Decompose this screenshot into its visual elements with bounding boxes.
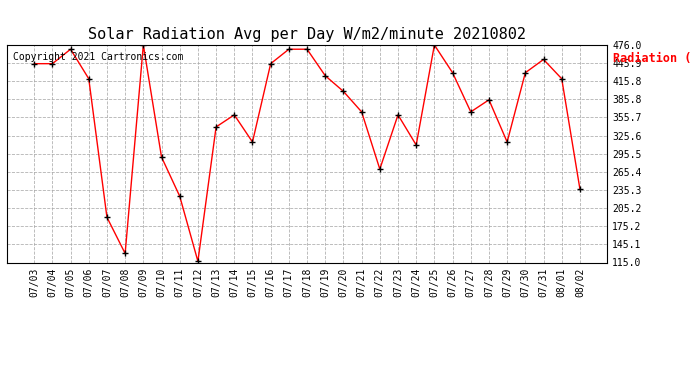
- Text: Copyright 2021 Cartronics.com: Copyright 2021 Cartronics.com: [13, 51, 184, 62]
- Title: Solar Radiation Avg per Day W/m2/minute 20210802: Solar Radiation Avg per Day W/m2/minute …: [88, 27, 526, 42]
- Text: Radiation (W/m2/Minute): Radiation (W/m2/Minute): [613, 51, 690, 64]
